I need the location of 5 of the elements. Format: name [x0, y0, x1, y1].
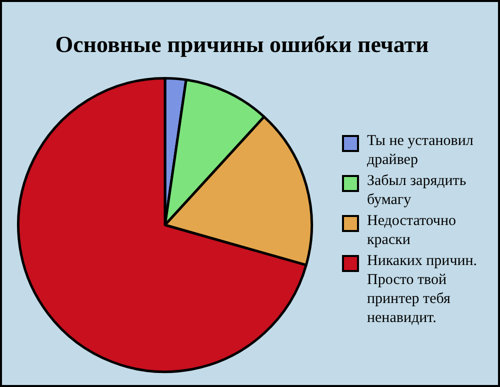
legend-label: Недостаточно краски — [367, 212, 458, 250]
chart-title: Основные причины ошибки печати — [54, 32, 430, 58]
legend-label: Ты не установил драйвер — [367, 132, 474, 170]
legend-label: Никаких причин. Просто твой принтер тебя ненавидит. — [367, 252, 478, 328]
legend-label: Забыл зарядить бумагу — [367, 172, 468, 210]
